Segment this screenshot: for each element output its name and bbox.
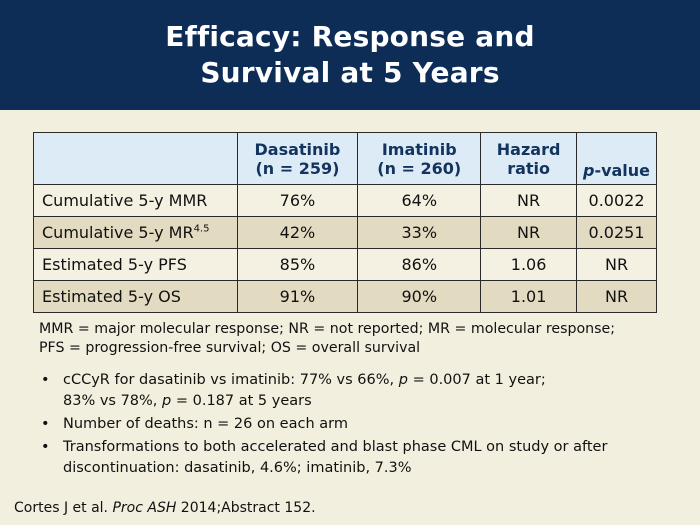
slide-header: Efficacy: Response and Survival at 5 Yea… (0, 0, 700, 110)
bullet-cccyr-line-1: cCCyR for dasatinib vs imatinib: 77% vs … (63, 370, 679, 391)
cell-dasatinib: 85% (236, 248, 359, 281)
cell-dasatinib: 76% (236, 184, 359, 217)
row-label: Estimated 5-y PFS (33, 248, 238, 281)
header-empty-cell (33, 132, 238, 185)
cell-dasatinib: 91% (236, 280, 359, 313)
bullet-text: = 0.187 at 5 years (171, 393, 312, 409)
row-label-text: Cumulative 5-y MR (42, 223, 194, 242)
header-dasatinib-n: (n = 259) (255, 158, 340, 178)
abbreviations-note: MMR = major molecular response; NR = not… (39, 320, 689, 358)
cell-hazard: 1.06 (480, 248, 578, 281)
cell-pvalue: NR (576, 280, 657, 313)
header-imatinib-name: Imatinib (381, 139, 457, 159)
bullet-item-deaths: • Number of deaths: n = 26 on each arm (39, 414, 679, 435)
cell-pvalue: NR (576, 248, 657, 281)
header-p-value: p-value (576, 132, 657, 185)
cell-imatinib: 64% (357, 184, 482, 217)
row-label: Estimated 5-y OS (33, 280, 238, 313)
abbreviations-line-1: MMR = major molecular response; NR = not… (39, 321, 616, 337)
cell-pvalue: 0.0251 (576, 216, 657, 249)
row-label-text: Estimated 5-y OS (42, 287, 181, 306)
bullet-item-transformations: • Transformations to both accelerated an… (39, 437, 679, 479)
bullet-dot-icon: • (41, 439, 50, 455)
reference-citation: Cortes J et al. Proc ASH 2014;Abstract 1… (14, 500, 316, 516)
abbreviations-line-2: PFS = progression-free survival; OS = ov… (39, 340, 421, 356)
bullet-text: 83% vs 78%, (63, 393, 163, 409)
header-hazard-line1: Hazard (496, 139, 561, 159)
bullet-dot-icon: • (41, 372, 50, 388)
header-hazard-ratio: Hazard ratio (480, 132, 578, 185)
header-imatinib: Imatinib (n = 260) (357, 132, 482, 185)
table-header-row: Dasatinib (n = 259) Imatinib (n = 260) H… (33, 132, 657, 185)
reference-authors: Cortes J et al. (14, 500, 113, 516)
row-label-sup: 4.5 (193, 223, 210, 235)
cell-imatinib: 86% (357, 248, 482, 281)
bullet-cccyr-line-2: 83% vs 78%, p = 0.187 at 5 years (63, 391, 679, 412)
efficacy-table: Dasatinib (n = 259) Imatinib (n = 260) H… (33, 132, 657, 313)
header-hazard-line2: ratio (507, 158, 550, 178)
cell-pvalue: 0.0022 (576, 184, 657, 217)
bullet-text: = 0.007 at 1 year; (407, 372, 546, 388)
table-row: Cumulative 5-y MR4.5 42% 33% NR 0.0251 (33, 216, 657, 249)
reference-details: 2014;Abstract 152. (176, 500, 316, 516)
table-row: Cumulative 5-y MMR 76% 64% NR 0.0022 (33, 184, 657, 217)
header-p-italic: p (582, 161, 595, 180)
table-row: Estimated 5-y OS 91% 90% 1.01 NR (33, 280, 657, 313)
header-dasatinib: Dasatinib (n = 259) (236, 132, 359, 185)
cell-hazard: NR (480, 184, 578, 217)
row-label-text: Estimated 5-y PFS (42, 255, 187, 274)
header-dasatinib-name: Dasatinib (254, 139, 341, 159)
bullet-deaths-text: Number of deaths: n = 26 on each arm (63, 416, 348, 432)
cell-hazard: 1.01 (480, 280, 578, 313)
bullet-transformations-line-1: Transformations to both accelerated and … (63, 439, 608, 455)
reference-journal: Proc ASH (112, 500, 177, 516)
row-label: Cumulative 5-y MMR (33, 184, 238, 217)
header-p-rest: -value (594, 161, 651, 180)
slide-title-line-1: Efficacy: Response and (165, 20, 535, 53)
bullet-transformations-line-2: discontinuation: dasatinib, 4.6%; imatin… (63, 460, 412, 476)
bullet-item-cccyr: • cCCyR for dasatinib vs imatinib: 77% v… (39, 370, 679, 412)
bullet-list: • cCCyR for dasatinib vs imatinib: 77% v… (39, 370, 679, 481)
bullet-text: cCCyR for dasatinib vs imatinib: 77% vs … (63, 372, 399, 388)
cell-imatinib: 33% (357, 216, 482, 249)
bullet-p-italic: p (398, 372, 408, 388)
cell-dasatinib: 42% (236, 216, 359, 249)
row-label: Cumulative 5-y MR4.5 (33, 216, 238, 249)
slide-title-line-2: Survival at 5 Years (200, 56, 500, 89)
row-label-text: Cumulative 5-y MMR (42, 191, 208, 210)
table-row: Estimated 5-y PFS 85% 86% 1.06 NR (33, 248, 657, 281)
header-imatinib-n: (n = 260) (377, 158, 462, 178)
cell-imatinib: 90% (357, 280, 482, 313)
bullet-p-italic: p (162, 393, 172, 409)
cell-hazard: NR (480, 216, 578, 249)
bullet-dot-icon: • (41, 416, 50, 432)
